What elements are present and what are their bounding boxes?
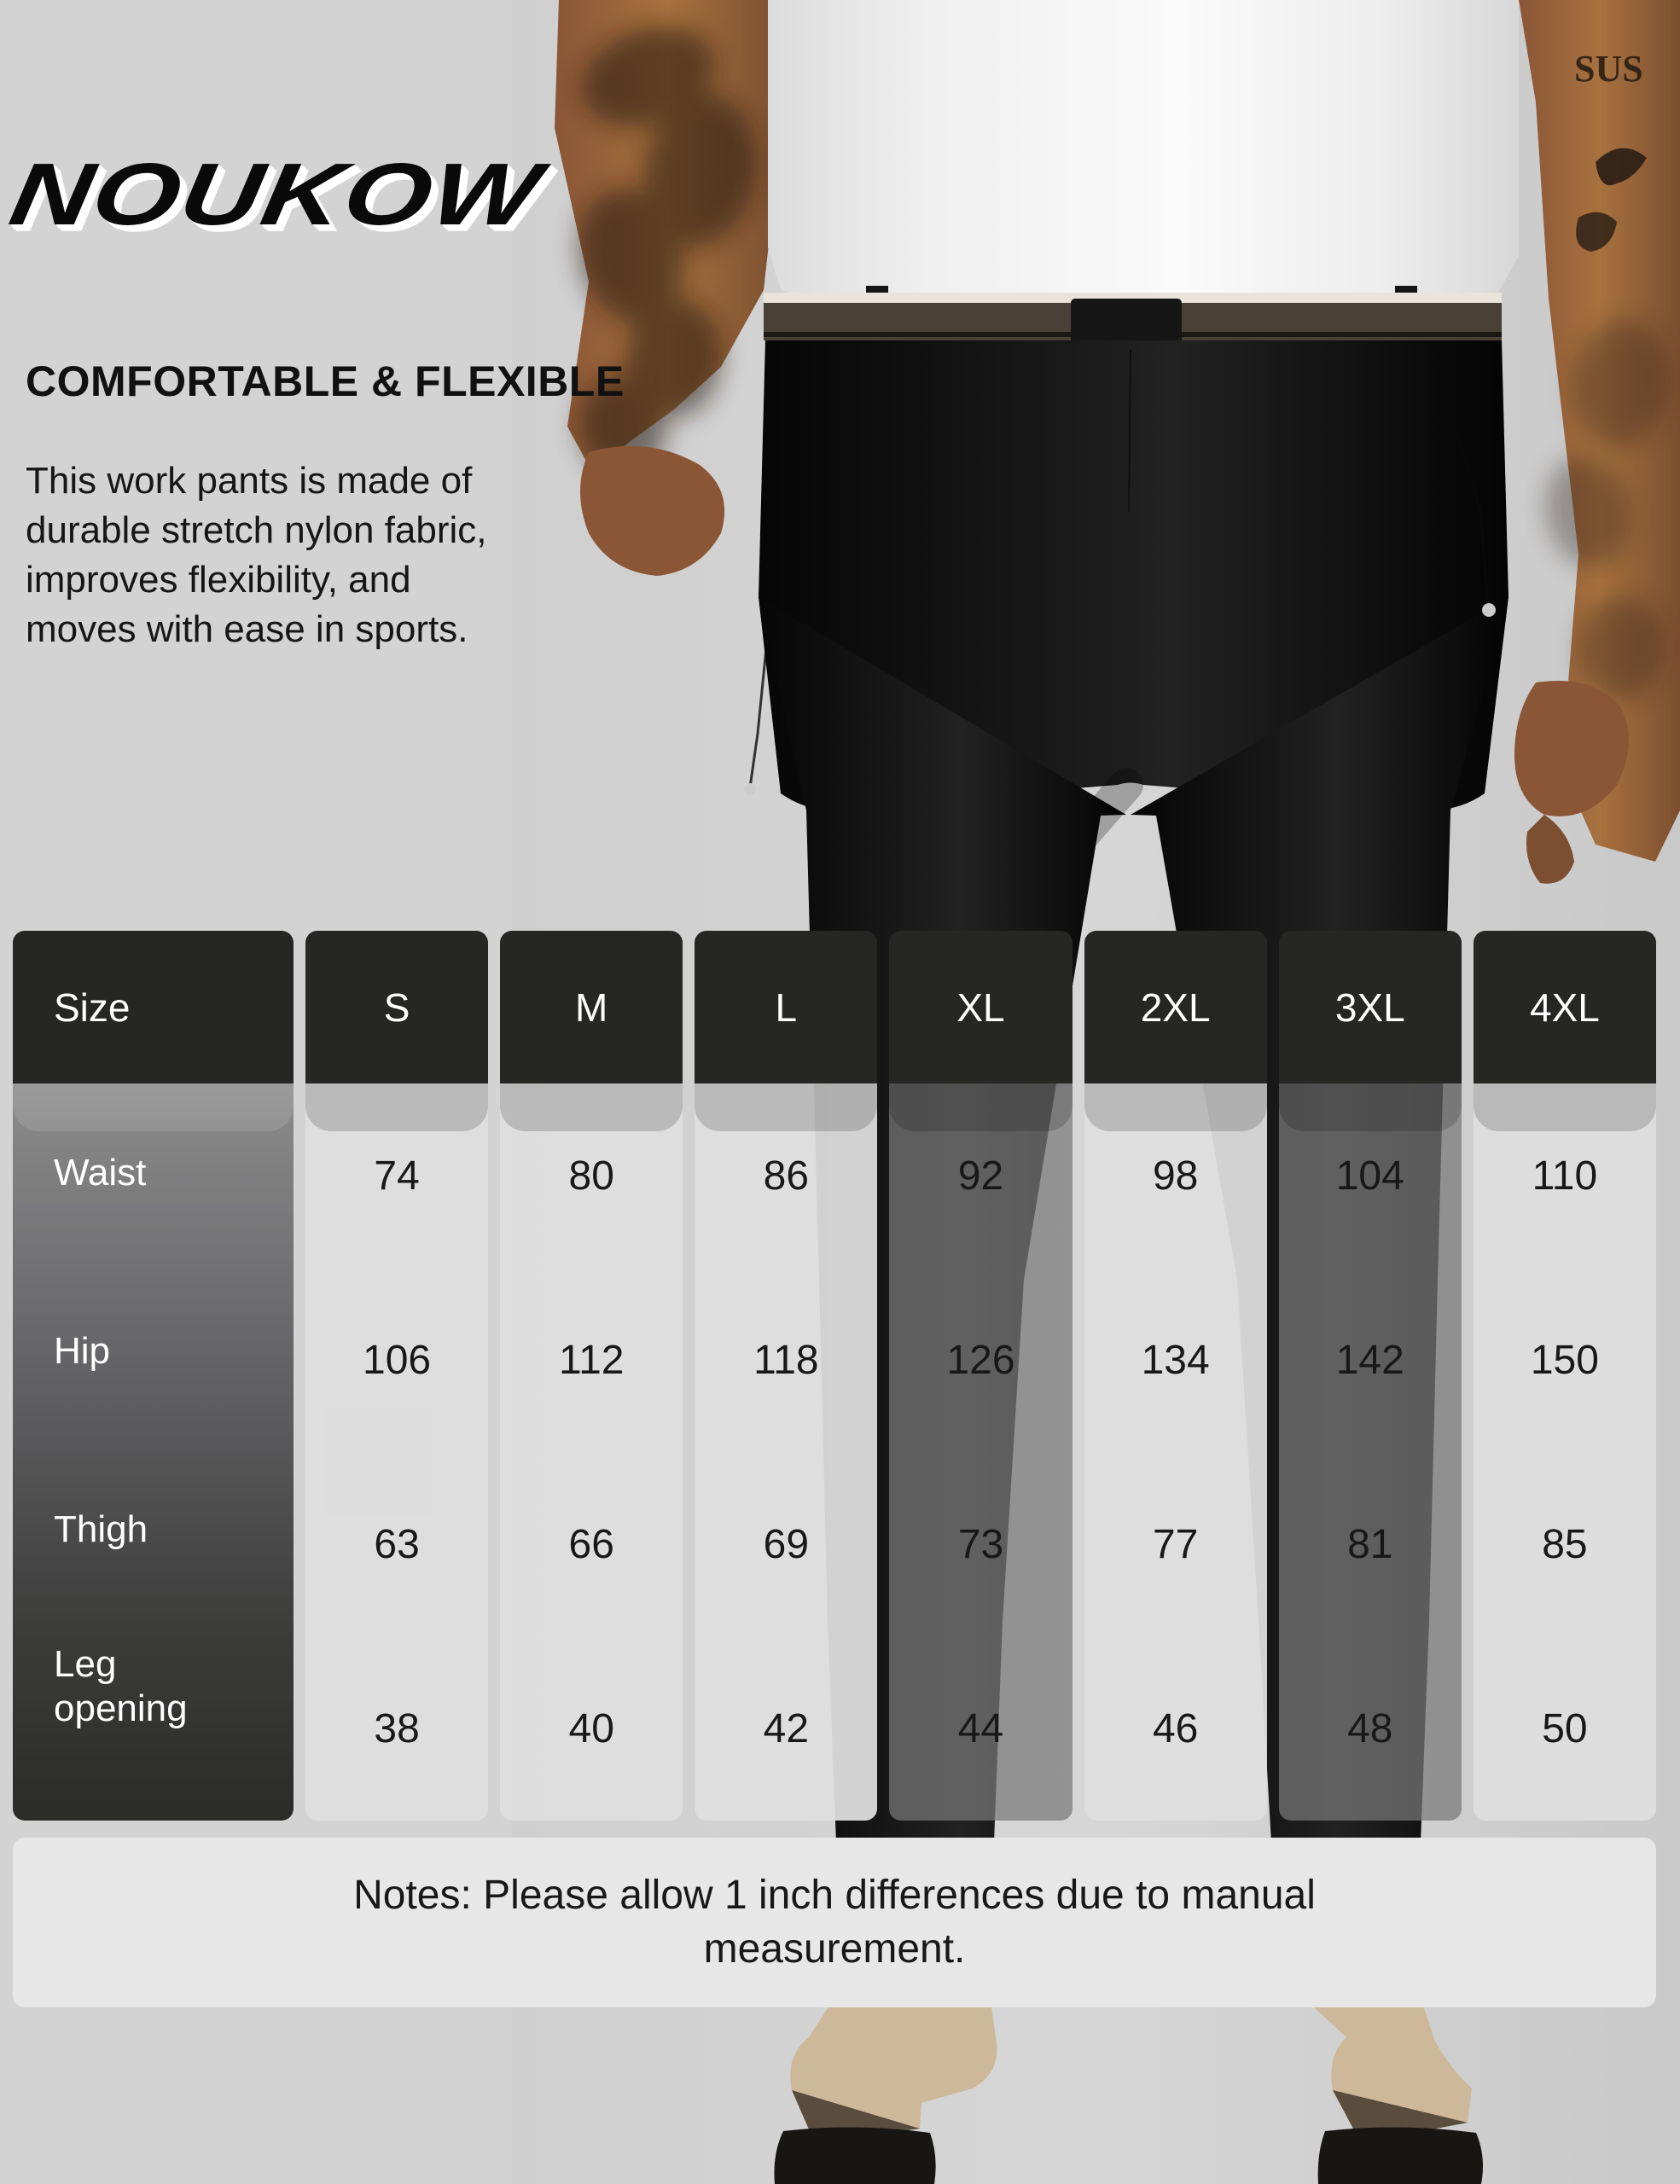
svg-text:SUS: SUS	[1574, 48, 1643, 90]
